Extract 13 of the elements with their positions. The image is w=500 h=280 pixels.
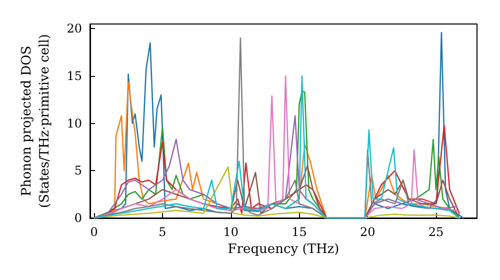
x-tick-label: 20 [360, 225, 376, 239]
x-tick-label: 0 [90, 225, 98, 239]
y-tick-label: 20 [66, 22, 82, 36]
x-tick-label: 15 [292, 225, 307, 239]
x-tick-label: 5 [158, 225, 166, 239]
y-tick-label: 0 [74, 211, 82, 225]
x-tick-label: 25 [428, 225, 444, 239]
x-tick-label: 10 [223, 225, 238, 239]
y-tick-label: 5 [74, 164, 82, 178]
y-axis-title: Phonon projected DOS (States/THz·primitive cell) [20, 34, 52, 208]
x-axis-title: Frequency (THz) [228, 242, 340, 257]
y-tick-label: 10 [66, 116, 82, 130]
y-tick-label: 15 [66, 69, 82, 84]
